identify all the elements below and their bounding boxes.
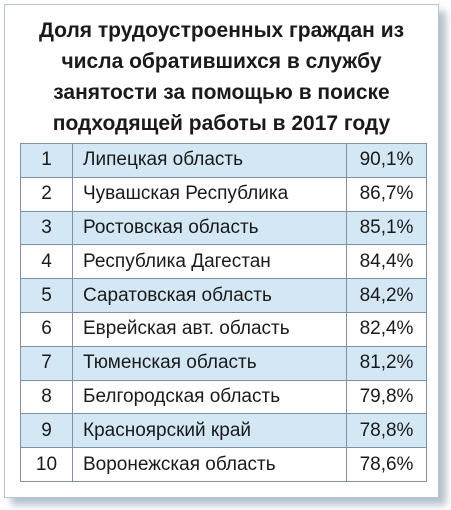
region-cell: Белгородская область: [72, 379, 347, 415]
table-row: 3 Ростовская область 85,1%: [20, 210, 427, 246]
percent-cell: 84,2%: [346, 278, 427, 313]
rank-cell: 1: [20, 143, 73, 178]
rank-cell: 9: [20, 413, 73, 449]
percent-cell: 84,4%: [346, 244, 427, 280]
infographic-card: Доля трудоустроенных граждан из числа об…: [4, 4, 439, 498]
table-row: 7 Тюменская область 81,2%: [20, 345, 427, 381]
rank-cell: 6: [20, 311, 73, 347]
rank-cell: 10: [20, 447, 73, 482]
rank-cell: 8: [20, 379, 73, 415]
table-row: 9 Красноярский край 78,8%: [20, 413, 427, 449]
region-cell: Воронежская область: [72, 447, 347, 482]
percent-cell: 90,1%: [346, 143, 427, 178]
table-row: 5 Саратовская область 84,2%: [20, 278, 427, 313]
table-row: 1 Липецкая область 90,1%: [20, 143, 427, 178]
percent-cell: 86,7%: [346, 176, 427, 212]
region-cell: Красноярский край: [72, 413, 347, 449]
rank-cell: 5: [20, 278, 73, 313]
percent-cell: 78,8%: [346, 413, 427, 449]
region-cell: Республика Дагестан: [72, 244, 347, 280]
region-cell: Липецкая область: [72, 143, 347, 178]
percent-cell: 81,2%: [346, 345, 427, 381]
rank-cell: 4: [20, 244, 73, 280]
region-cell: Тюменская область: [72, 345, 347, 381]
region-cell: Еврейская авт. область: [72, 311, 347, 347]
percent-cell: 85,1%: [346, 210, 427, 246]
ranking-table-body: 1 Липецкая область 90,1% 2 Чувашская Рес…: [20, 143, 427, 482]
percent-cell: 82,4%: [346, 311, 427, 347]
table-row: 2 Чувашская Республика 86,7%: [20, 176, 427, 212]
ranking-table: 1 Липецкая область 90,1% 2 Чувашская Рес…: [20, 143, 427, 482]
infographic-title: Доля трудоустроенных граждан из числа об…: [38, 19, 405, 135]
table-row: 10 Воронежская область 78,6%: [20, 447, 427, 482]
rank-cell: 2: [20, 176, 73, 212]
table-row: 6 Еврейская авт. область 82,4%: [20, 311, 427, 347]
table-row: 8 Белгородская область 79,8%: [20, 379, 427, 415]
region-cell: Ростовская область: [72, 210, 347, 246]
rank-cell: 7: [20, 345, 73, 381]
region-cell: Саратовская область: [72, 278, 347, 313]
region-cell: Чувашская Республика: [72, 176, 347, 212]
percent-cell: 79,8%: [346, 379, 427, 415]
percent-cell: 78,6%: [346, 447, 427, 482]
rank-cell: 3: [20, 210, 73, 246]
table-row: 4 Республика Дагестан 84,4%: [20, 244, 427, 280]
